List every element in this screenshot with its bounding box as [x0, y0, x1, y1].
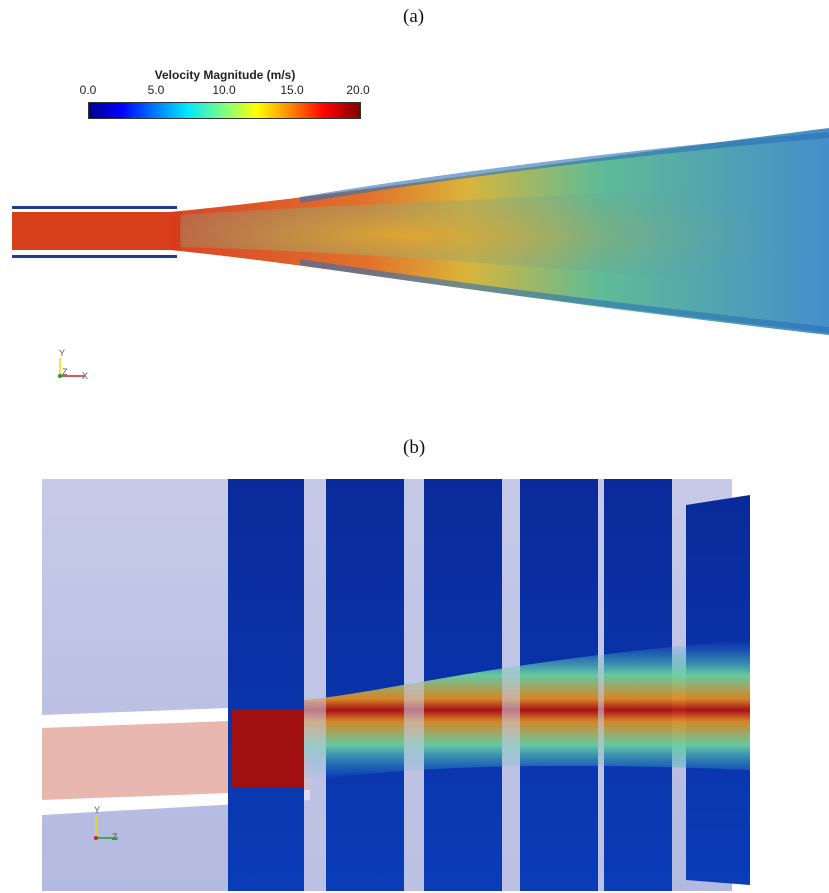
colorbar-tick: 20.0: [346, 83, 370, 97]
panel-b-label: (b): [403, 437, 426, 458]
colorbar-tick: 10.0: [212, 83, 236, 97]
axis-z-label: Z: [62, 367, 68, 377]
velocity-colorbar: [88, 102, 361, 119]
axis-x-label: X: [82, 371, 88, 381]
colorbar-tick: 15.0: [280, 83, 304, 97]
colorbar-title: Velocity Magnitude (m/s): [154, 68, 296, 82]
colorbar-tick: 5.0: [147, 83, 165, 97]
axis-y-label: Y: [59, 348, 65, 358]
colorbar-tick: 0.0: [79, 83, 97, 97]
axis-b-y-label: Y: [94, 805, 100, 815]
panel-a-label: (a): [403, 6, 425, 27]
axis-b-z-label: Z: [112, 832, 118, 842]
